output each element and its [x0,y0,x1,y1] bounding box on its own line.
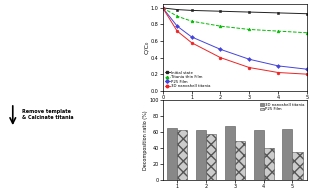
Bar [282,129,292,180]
P25 Film [190,36,193,38]
P25 Film [161,7,165,9]
P25 Film [305,68,309,70]
Text: Remove template
& Calcinate titania: Remove template & Calcinate titania [22,109,74,120]
Line: Initial state: Initial state [162,7,308,15]
Bar [264,148,274,180]
Titania thin Film [190,20,193,22]
3D nanoshell titania [175,30,179,32]
Bar [235,141,245,180]
P25 Film [219,48,222,50]
3D nanoshell titania [276,71,280,74]
P25 Film [276,65,280,67]
Initial state [161,7,165,9]
3D nanoshell titania [305,73,309,75]
Bar [254,129,264,180]
Initial state [247,11,251,13]
Titania thin Film [219,25,222,27]
Line: Titania thin Film: Titania thin Film [162,7,308,34]
Titania thin Film [276,30,280,32]
Titania thin Film [175,15,179,17]
3D nanoshell titania [190,42,193,44]
Bar [206,133,216,180]
Line: P25 Film: P25 Film [162,7,308,70]
Bar [177,130,187,180]
Y-axis label: Decomposition ratio (%): Decomposition ratio (%) [143,110,148,170]
Titania thin Film [305,32,309,34]
P25 Film [175,25,179,27]
Initial state [305,13,309,15]
Y-axis label: C/C₀: C/C₀ [144,41,149,54]
Initial state [219,10,222,12]
Bar [225,125,235,180]
Initial state [175,9,179,11]
Bar [167,128,177,180]
Initial state [276,12,280,14]
Initial state [190,9,193,12]
3D nanoshell titania [247,66,251,69]
Bar [196,130,206,180]
P25 Film [247,58,251,60]
Titania thin Film [247,28,251,31]
Legend: Initial state, Titania thin Film, P25 Film, 3D nanoshell titania: Initial state, Titania thin Film, P25 Fi… [165,70,211,89]
3D nanoshell titania [161,7,165,9]
X-axis label: Times (hours): Times (hours) [216,101,254,106]
Legend: 3D nanoshell titania, P25 Film: 3D nanoshell titania, P25 Film [259,102,305,112]
Line: 3D nanoshell titania: 3D nanoshell titania [162,7,308,76]
Bar [293,152,303,180]
Titania thin Film [161,7,165,9]
3D nanoshell titania [219,57,222,59]
